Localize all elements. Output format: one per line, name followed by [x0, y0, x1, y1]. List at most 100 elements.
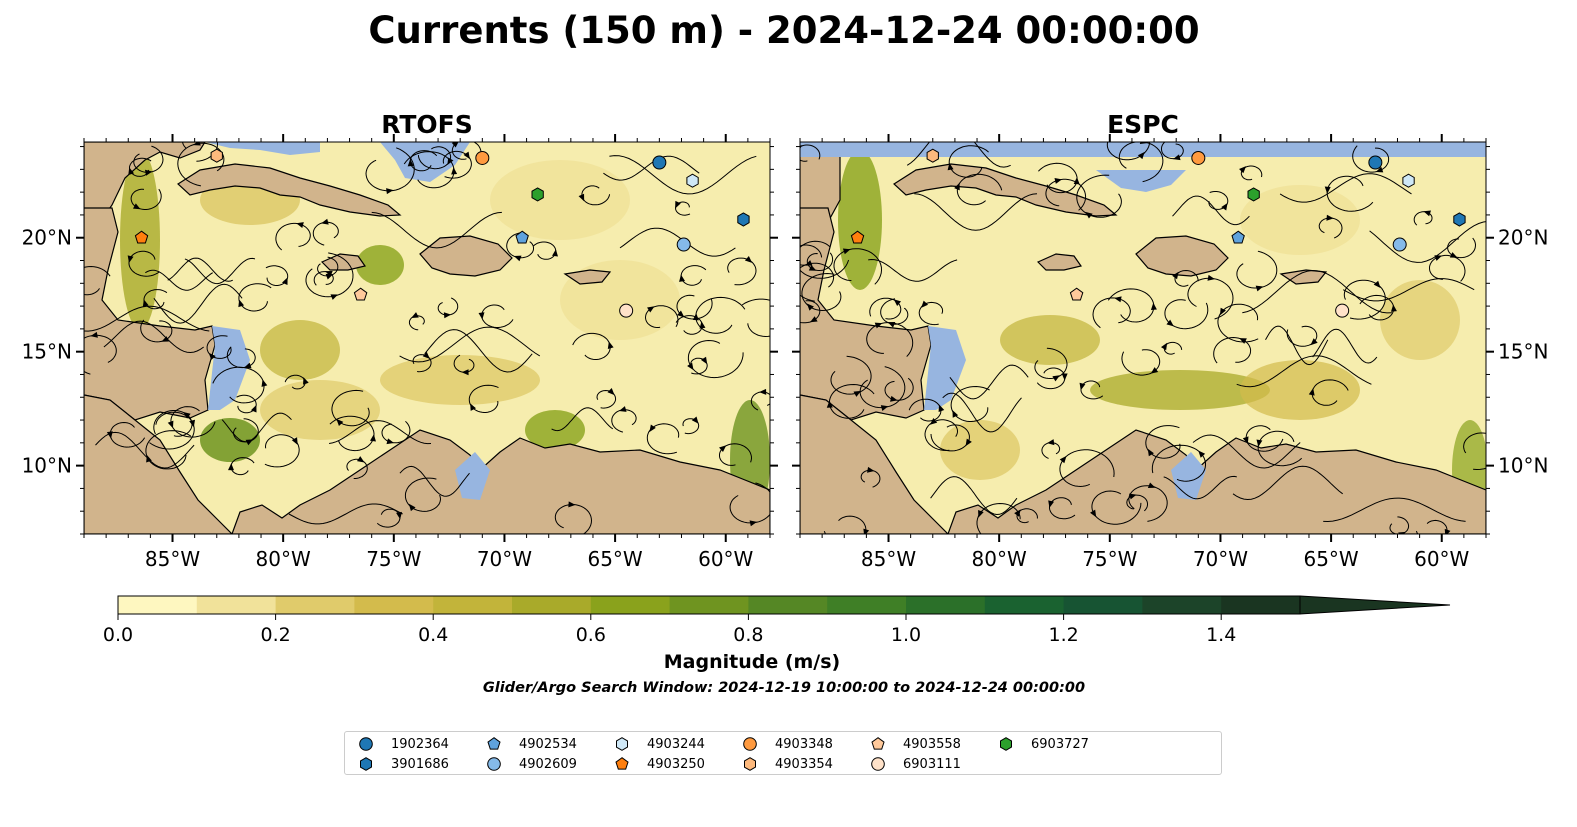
streamline-arrow	[1079, 382, 1086, 391]
streamline-arrow	[700, 356, 708, 365]
streamline-arrow	[808, 265, 817, 271]
colorbar-tick-label: 1.2	[1048, 624, 1078, 646]
streamline-arrow	[619, 406, 627, 412]
legend-marker-4903558	[871, 737, 885, 750]
shallow-water-rtofs	[205, 142, 490, 500]
streamline-arrow	[1239, 338, 1247, 344]
streamline-arrow	[336, 418, 344, 426]
float-marker-4903558	[1069, 287, 1084, 301]
streamline-arrow	[679, 274, 685, 282]
streamline-arrow	[422, 351, 430, 359]
streamline-arrow	[1052, 375, 1060, 382]
streamline-arrow	[675, 200, 681, 209]
streamline	[221, 412, 292, 443]
streamline-arrow	[749, 520, 758, 527]
streamline-arrow	[810, 316, 818, 323]
legend-label: 6903727	[1031, 736, 1089, 752]
streamline-arrow	[607, 341, 614, 349]
streamline-arrow	[890, 395, 898, 402]
streamline-arrow	[1085, 211, 1093, 219]
streamline-arrow	[1160, 342, 1168, 351]
streamline-arrow	[245, 439, 254, 446]
streamline-arrow	[954, 182, 960, 191]
colorbar-bin	[118, 596, 198, 614]
streamline	[1163, 475, 1237, 500]
legend-marker-4903348	[743, 737, 757, 751]
streamline	[1172, 195, 1250, 226]
colorbar-ticks: 0.0 0.2 0.4 0.6 0.8 1.0 1.2 1.4	[103, 614, 1236, 646]
colorbar: 0.0 0.2 0.4 0.6 0.8 1.0 1.2 1.4 Magnitude (m/s)	[103, 595, 1451, 673]
lat-tick-label: 10°N	[1498, 454, 1548, 478]
streamline-arrow	[396, 511, 403, 520]
streamline-arrow	[874, 322, 883, 329]
streamline-arrow	[978, 509, 984, 518]
lon-tick-label: 60°W	[698, 547, 753, 571]
streamline-arrow	[647, 306, 655, 313]
colorbar-tick-label: 0.4	[418, 624, 448, 646]
colorbar-bin	[275, 596, 355, 614]
streamline-arrow	[921, 300, 929, 308]
legend-item-4903354: 4903354	[741, 755, 833, 773]
streamline	[329, 420, 432, 445]
streamline-arrow	[161, 336, 170, 342]
streamline-arrow	[1444, 528, 1451, 534]
land-espc	[800, 154, 1486, 534]
legend-marker-4903244	[616, 737, 628, 751]
streamline-arrow	[1308, 388, 1315, 396]
streamline-arrow	[789, 247, 798, 256]
streamline	[1279, 173, 1412, 203]
streamline	[619, 227, 736, 257]
legend-label: 4903348	[775, 736, 833, 752]
streamline-arrow	[296, 222, 304, 228]
colorbar-tick-label: 0.0	[103, 624, 133, 646]
streamline-arrow	[1489, 432, 1498, 441]
streamline-arrow	[1423, 210, 1431, 217]
float-marker-6903727	[1247, 187, 1260, 202]
streamline	[399, 465, 470, 497]
lon-tick-label: 65°W	[587, 547, 642, 571]
streamline-arrow	[370, 434, 376, 442]
hexagon-marker-icon	[1000, 737, 1012, 751]
streamline-arrow	[1220, 307, 1226, 316]
float-marker-1902364	[652, 155, 667, 170]
streamline-arrow	[1255, 285, 1264, 292]
lon-tick-label: 75°W	[1082, 547, 1137, 571]
streamline-arrow	[330, 294, 339, 300]
streamline-arrow	[68, 278, 75, 285]
float-marker-4902534	[1231, 230, 1245, 244]
lon-tick-label: 60°W	[1414, 547, 1469, 571]
hexagon-marker-icon	[616, 737, 628, 751]
streamline-arrow	[952, 410, 959, 418]
hexagon-marker-icon	[360, 757, 372, 771]
streamline-arrow	[863, 528, 870, 534]
streamline-arrow	[1147, 482, 1156, 489]
streamline	[942, 392, 1022, 433]
lat-tick-label: 15°N	[1498, 340, 1548, 364]
float-legend: 1902364 3901686 4902534 4902609 4903244 49032…	[344, 731, 1222, 775]
streamline-arrow	[826, 400, 833, 408]
lon-tick-label: 70°W	[1193, 547, 1248, 571]
streamline	[1312, 328, 1378, 364]
streamline	[800, 240, 850, 279]
streamline	[424, 329, 533, 373]
streamline-arrow	[1137, 151, 1145, 160]
colorbar-tick-label: 1.0	[891, 624, 921, 646]
legend-item-4903250: 4903250	[613, 755, 705, 773]
float-marker-4902609	[676, 237, 691, 252]
streamline-arrow	[692, 313, 699, 321]
colorbar-label: Magnitude (m/s)	[664, 651, 841, 673]
float-marker-6903111	[619, 303, 634, 318]
colorbar-tick-label: 0.6	[576, 624, 606, 646]
colorbar-frame	[117, 595, 1301, 615]
streamline-arrow	[321, 218, 329, 225]
map-panel-rtofs: 85°W 80°W 75°W 70°W 65°W 60°W 20°N 15°N 10°N	[22, 134, 778, 571]
streamline	[800, 244, 823, 266]
streamline-arrow	[1172, 271, 1179, 280]
streamline-arrow	[853, 390, 862, 397]
streamline-arrow	[893, 299, 902, 307]
pentagon-marker-icon	[487, 737, 501, 750]
streamline	[868, 258, 958, 282]
colorbar-bins	[118, 596, 1301, 614]
streamline	[930, 476, 1018, 516]
map-frame-rtofs	[83, 141, 771, 535]
